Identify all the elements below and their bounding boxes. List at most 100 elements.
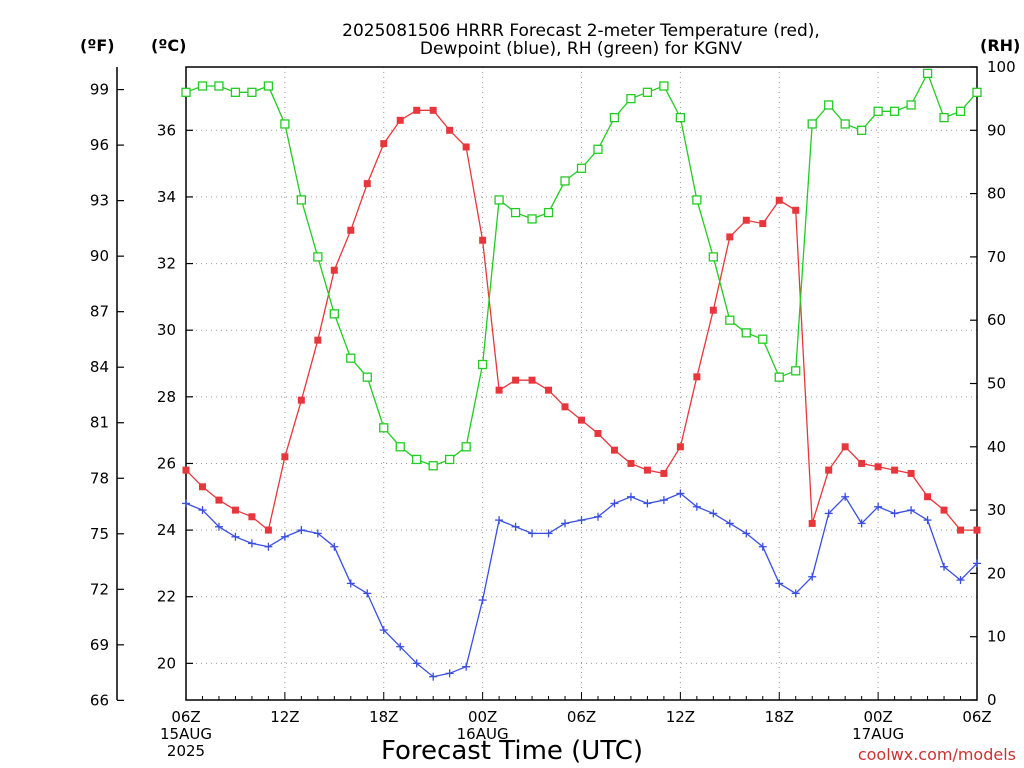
rh-point [659, 81, 669, 91]
tick-label-fahrenheit: 72 [90, 580, 109, 598]
rh-point [346, 353, 356, 363]
temperature-point [693, 373, 701, 381]
temperature-point [924, 493, 932, 501]
temperature-point [413, 106, 421, 114]
rh-point [856, 125, 867, 135]
rh-point [593, 144, 603, 154]
temperature-point [297, 396, 305, 404]
tick-label-x: 06Z [962, 708, 991, 726]
temperature-point [380, 140, 388, 148]
dewpoint-point [462, 662, 471, 671]
temperature-point [248, 513, 256, 521]
rh-point [955, 106, 966, 116]
temperature-point [479, 236, 487, 244]
temperature-point [231, 506, 239, 514]
right-axis-unit-rh: (RH) [980, 36, 1020, 55]
rh-point [428, 461, 438, 471]
rh-point [560, 176, 570, 186]
tick-label-rh: 90 [987, 121, 1006, 139]
rh-point [889, 106, 900, 116]
temperature-point [594, 429, 602, 437]
tick-label-rh: 70 [987, 248, 1006, 266]
chart-title-line-2: Dewpoint (blue), RH (green) for KGNV [420, 39, 743, 59]
dewpoint-point [626, 492, 635, 501]
tick-label-rh: 10 [987, 628, 1006, 646]
dewpoint-point [297, 526, 306, 535]
tick-label-fahrenheit: 69 [90, 636, 109, 654]
temperature-point [330, 266, 338, 274]
temperature-point [907, 469, 915, 477]
rh-point [791, 366, 801, 376]
series-temperature [182, 106, 981, 534]
temperature-point [215, 496, 223, 504]
temperature-point [528, 376, 536, 384]
dewpoint-point [363, 589, 372, 598]
tick-label-rh: 40 [987, 438, 1006, 456]
temperature-point [808, 519, 816, 527]
dewpoint-point [511, 522, 520, 531]
tick-label-fahrenheit: 90 [90, 247, 109, 265]
tick-label-celsius: 32 [157, 255, 176, 273]
tick-label-rh: 60 [987, 311, 1006, 329]
tick-label-fahrenheit: 75 [90, 525, 109, 543]
rh-point [939, 112, 949, 123]
dewpoint-point [495, 516, 504, 525]
rh-point [379, 423, 389, 433]
tick-label-fahrenheit: 81 [90, 414, 109, 432]
temperature-point [627, 459, 635, 467]
tick-label-x: 18Z [369, 708, 398, 726]
dewpoint-point [824, 509, 833, 518]
rh-point [445, 454, 455, 465]
chart-title: 2025081506 HRRR Forecast 2-meter Tempera… [342, 21, 820, 59]
tick-label-x: 12Z [270, 708, 299, 726]
tick-label-celsius: 20 [157, 654, 176, 672]
temperature-point [858, 459, 866, 467]
tick-label-x: 12Z [666, 708, 695, 726]
tick-label-x: 2025 [167, 742, 205, 760]
x-axis-label: Forecast Time (UTC) [381, 736, 643, 766]
tick-label-rh: 0 [987, 691, 997, 709]
tick-label-rh: 80 [987, 185, 1006, 203]
dewpoint-point [775, 579, 784, 588]
tick-label-fahrenheit: 99 [90, 81, 109, 99]
temperature-point [462, 143, 470, 151]
tick-label-x: 16AUG [457, 725, 509, 743]
temperature-point [561, 403, 569, 411]
temperature-point [726, 233, 734, 241]
tick-label-celsius: 26 [157, 454, 176, 472]
dewpoint-point [709, 509, 718, 518]
temperature-point [660, 469, 668, 477]
dewpoint-point [478, 596, 487, 605]
rh-point [807, 119, 817, 129]
dewpoint-point [857, 519, 866, 528]
tick-label-fahrenheit: 93 [90, 192, 109, 210]
dewpoint-point [247, 539, 256, 548]
temperature-point [314, 336, 322, 344]
dewpoint-point [346, 579, 355, 588]
temperature-point [182, 466, 190, 474]
temperature-point [446, 126, 454, 134]
dewpoint-point [198, 506, 207, 515]
dewpoint-point [659, 496, 668, 505]
rh-point [675, 112, 686, 123]
dewpoint-point [692, 502, 701, 511]
rh-point [296, 195, 307, 205]
tick-label-celsius: 22 [157, 588, 176, 606]
dewpoint-point [429, 672, 438, 681]
temperature-point [973, 526, 981, 534]
temperature-point [545, 386, 553, 394]
temperature-point [759, 220, 767, 228]
tick-label-celsius: 34 [157, 188, 176, 206]
plot-frame [185, 66, 978, 701]
dewpoint-point [874, 502, 883, 511]
dewpoint-point [445, 669, 454, 678]
tick-label-x: 17AUG [852, 725, 904, 743]
dewpoint-point [412, 659, 421, 668]
dewpoint-point [396, 642, 405, 651]
rh-point [576, 163, 587, 173]
credit-text: coolwx.com/models [858, 745, 1016, 764]
rh-point [494, 195, 504, 205]
dewpoint-point [313, 529, 322, 538]
dewpoint-point [890, 509, 899, 518]
